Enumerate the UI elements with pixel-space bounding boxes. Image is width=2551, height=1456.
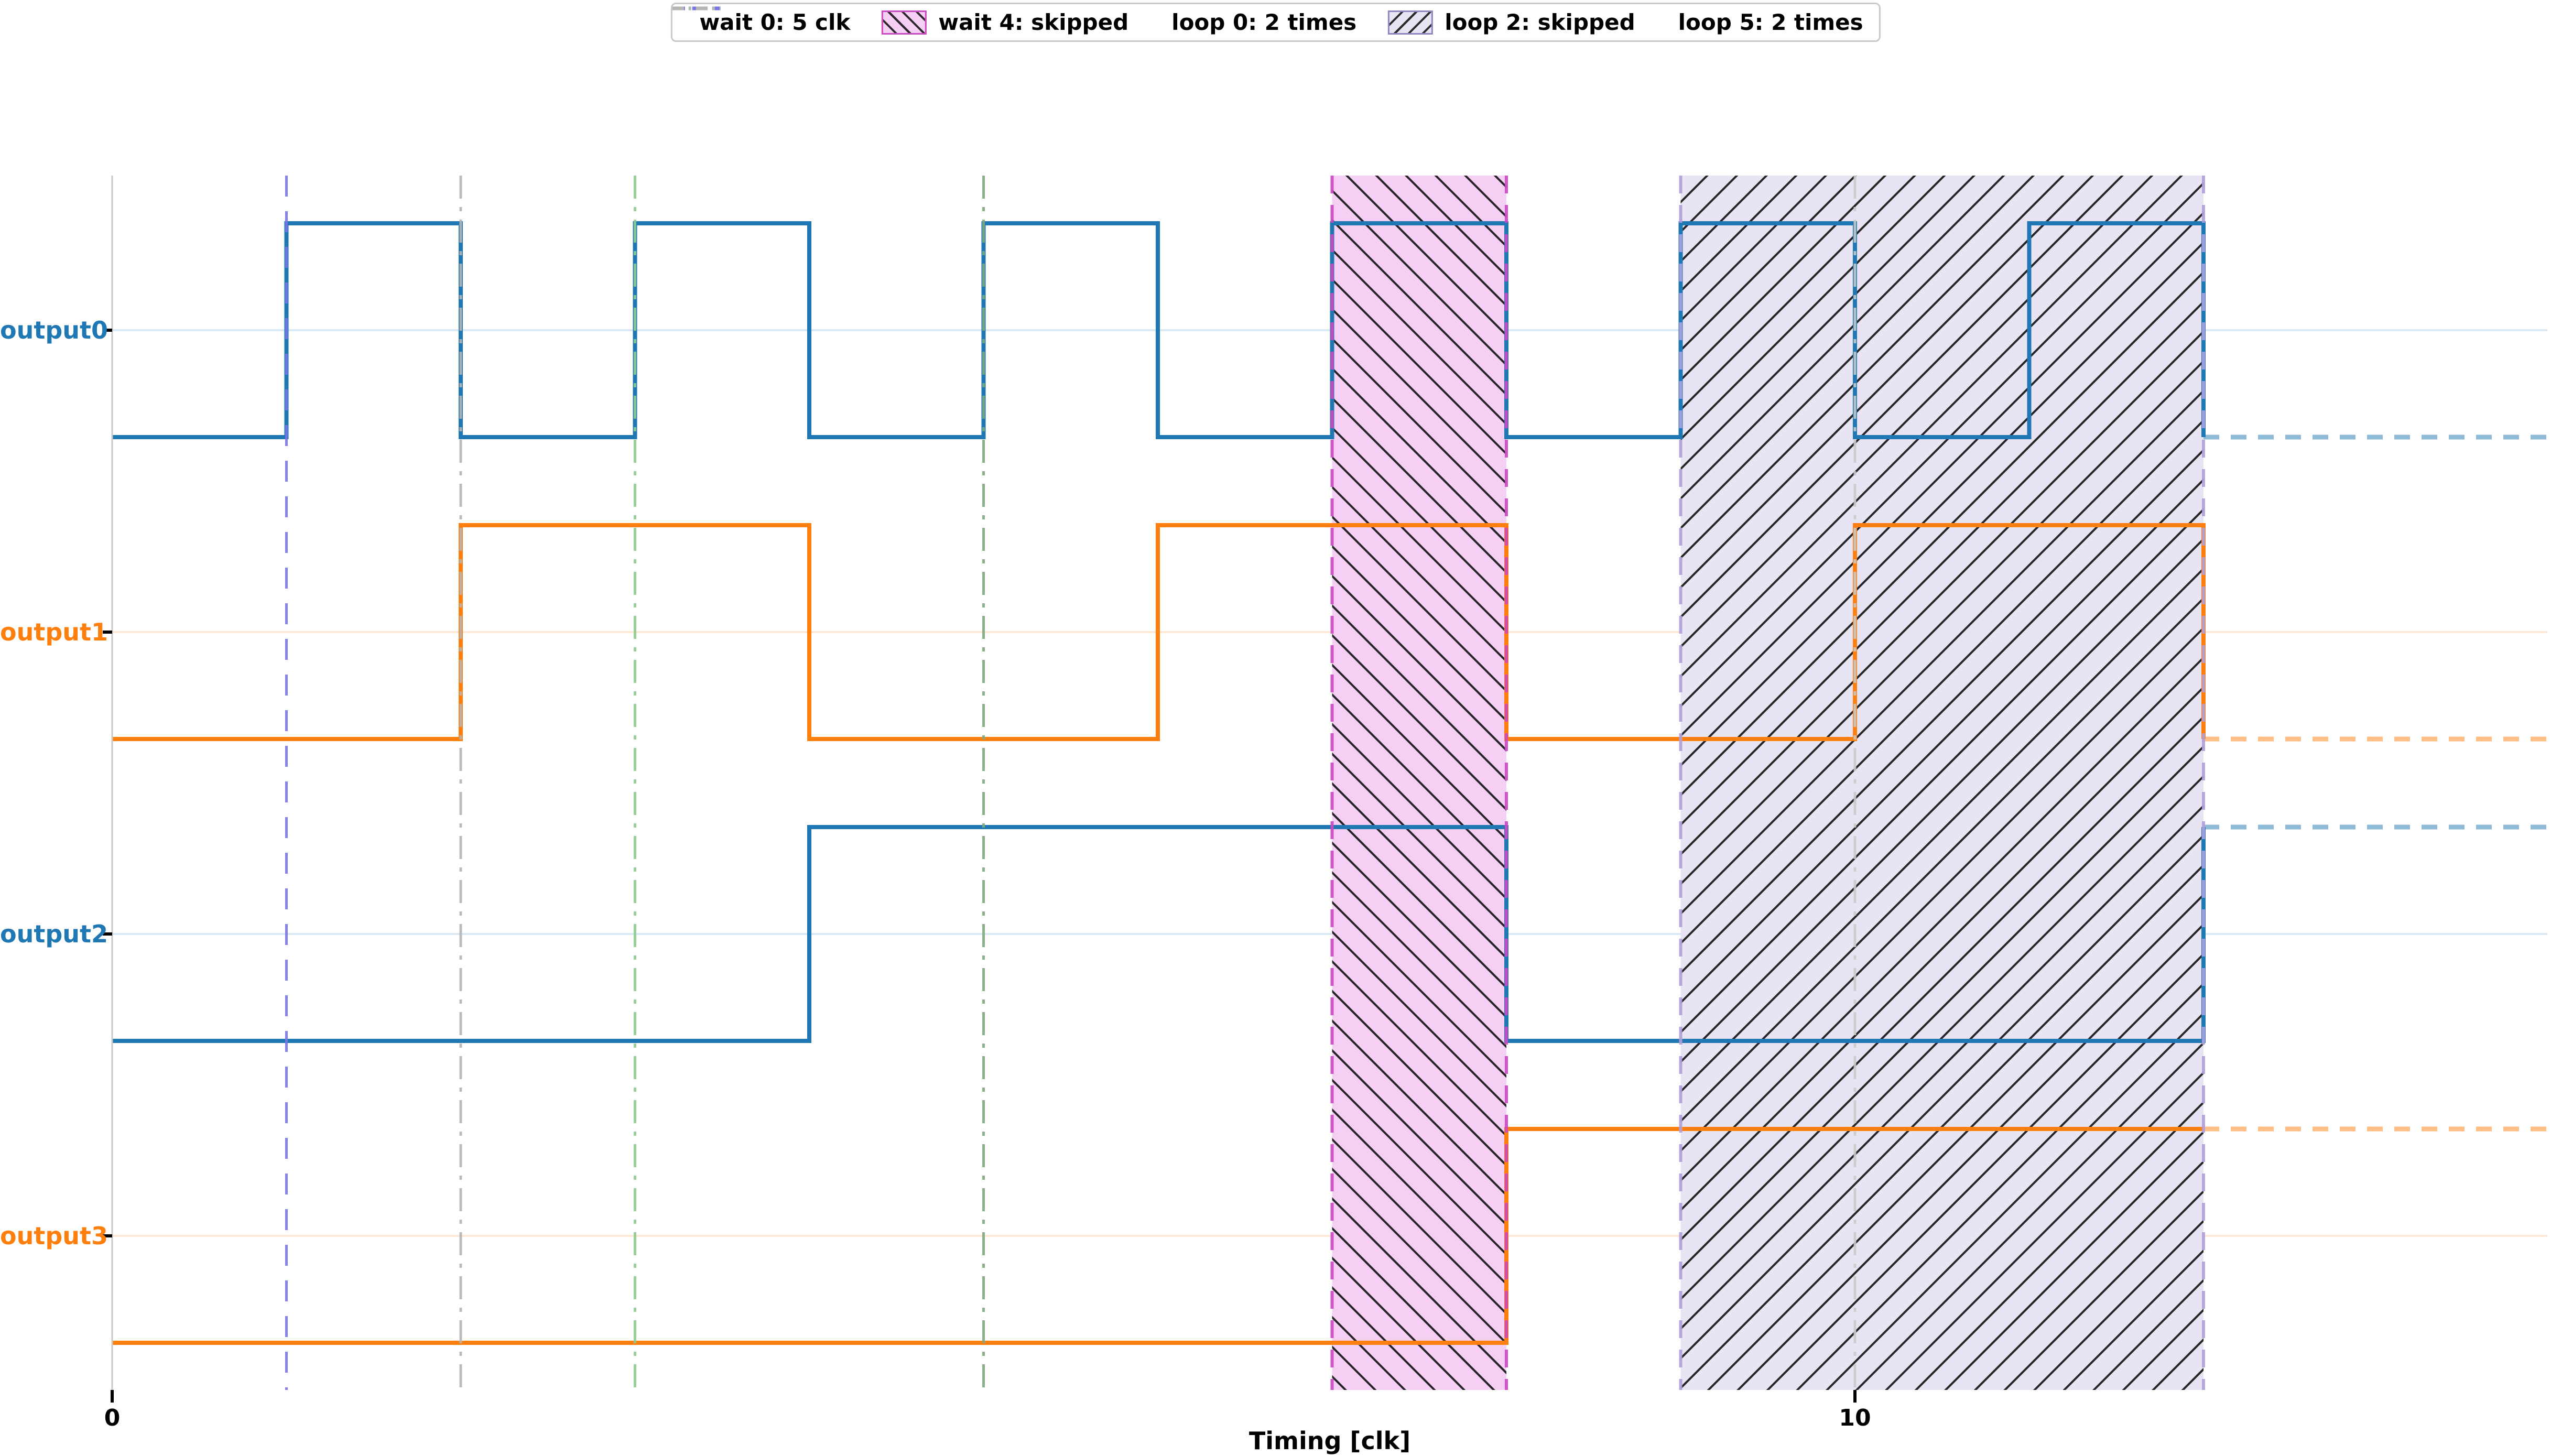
legend-label: loop 5: 2 times — [1678, 9, 1863, 35]
annotation-lines — [285, 176, 1857, 1390]
legend-label: wait 4: skipped — [938, 9, 1129, 35]
axes — [103, 176, 1857, 1403]
y-axis-label-output0: output0 — [0, 316, 108, 344]
hatched-patch-swatch-icon — [1388, 10, 1434, 35]
legend: wait 0: 5 clk wait 4: skipped loop 0: 2 … — [670, 3, 1881, 42]
signal-output1-trace — [112, 523, 2206, 741]
legend-label: loop 0: 2 times — [1171, 9, 1357, 35]
x-tick-label-10: 10 — [1839, 1405, 1871, 1431]
legend-item-wait4: wait 4: skipped — [882, 9, 1128, 35]
legend-label: wait 0: 5 clk — [699, 9, 851, 35]
x-axis-title: Timing [clk] — [1249, 1427, 1411, 1455]
y-axis-label-output2: output2 — [0, 920, 108, 948]
skip-span-edges — [1330, 176, 2205, 1390]
hatched-patch-swatch-icon — [882, 10, 927, 35]
signal-output0-trace — [112, 221, 2206, 439]
legend-item-loop0: loop 0: 2 times — [672, 6, 1357, 35]
x-tick-label-0: 0 — [104, 1405, 121, 1431]
legend-item-loop2: loop 2: skipped — [1388, 9, 1635, 35]
legend-item-loop5: loop 5: 2 times — [672, 6, 1863, 35]
legend-item-wait0: wait 0: 5 clk — [672, 6, 851, 35]
skip-span-hatch — [1680, 176, 2203, 1390]
legend-label: loop 2: skipped — [1445, 9, 1635, 35]
skip-spans — [1332, 176, 2203, 1390]
y-axis-label-output3: output3 — [0, 1222, 108, 1250]
y-axis-label-output1: output1 — [0, 618, 108, 646]
skip-span-hatch — [1332, 176, 1506, 1390]
